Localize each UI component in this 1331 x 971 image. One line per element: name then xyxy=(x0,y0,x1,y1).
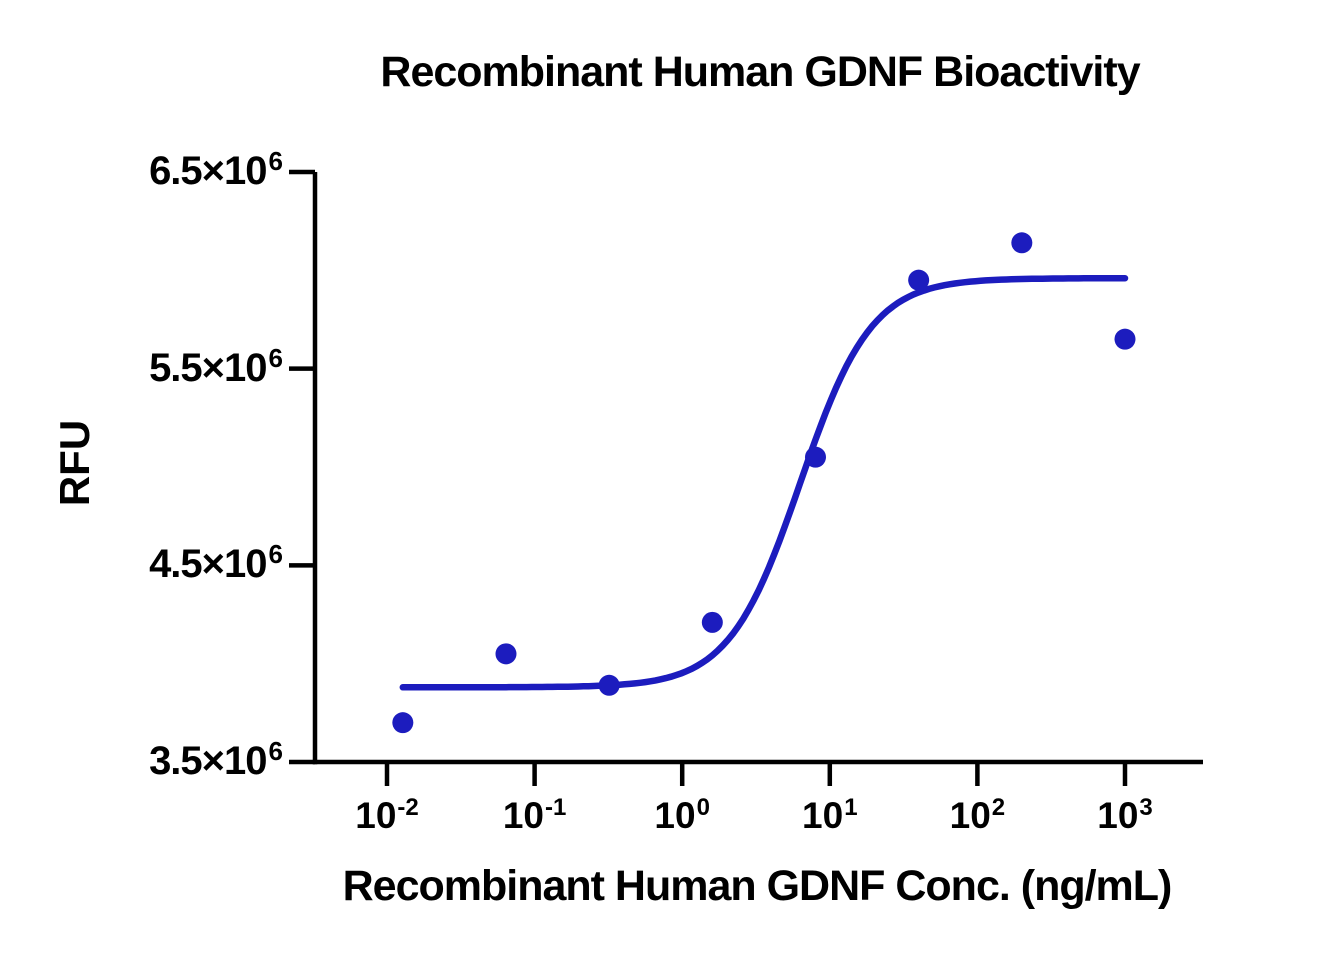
data-point xyxy=(908,269,930,291)
chart-title: Recombinant Human GDNF Bioactivity xyxy=(380,48,1140,96)
y-tick-label: 4.5×106 xyxy=(149,539,283,587)
data-point xyxy=(1011,232,1033,254)
data-point xyxy=(701,611,723,633)
data-point xyxy=(598,674,620,696)
x-tick-label: 100 xyxy=(654,794,710,836)
x-tick-label: 102 xyxy=(949,794,1006,836)
y-tick-label: 6.5×106 xyxy=(149,146,283,193)
data-point xyxy=(1114,328,1136,350)
x-tick-label: 10-2 xyxy=(355,794,419,836)
data-point xyxy=(495,643,517,665)
x-tick-label: 10-1 xyxy=(502,794,567,836)
y-tick-label: 3.5×106 xyxy=(149,736,283,783)
data-point xyxy=(804,446,826,468)
x-axis-title: Recombinant Human GDNF Conc. (ng/mL) xyxy=(342,862,1173,910)
x-tick-label: 103 xyxy=(1097,794,1153,836)
fit-curve xyxy=(399,274,1129,691)
y-tick-label: 5.5×106 xyxy=(149,342,283,390)
x-tick-label: 101 xyxy=(802,794,858,836)
data-point xyxy=(392,712,414,734)
